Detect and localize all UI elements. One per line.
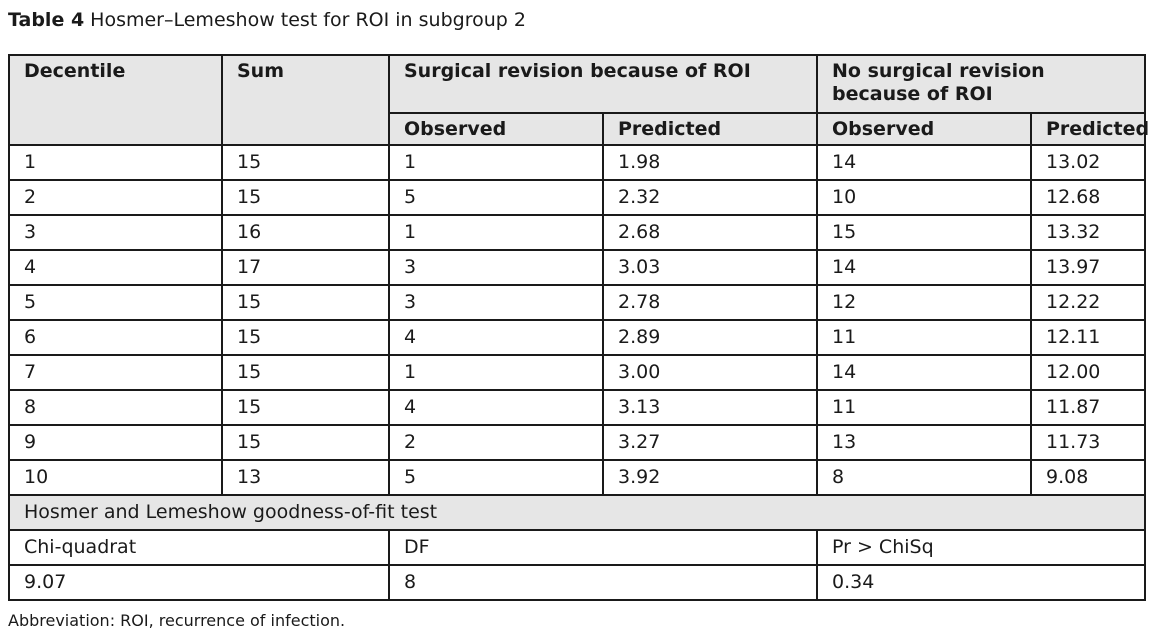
- table-row: 3 16 1 2.68 15 13.32: [8, 214, 1146, 251]
- cell-predicted-nonsurgical: 13.02: [1030, 144, 1146, 181]
- table-row: 8 15 4 3.13 11 11.87: [8, 389, 1146, 426]
- cell-sum: 15: [221, 179, 390, 216]
- header-row-1: Decentile Sum Surgical revision because …: [8, 54, 1146, 146]
- cell-decentile: 1: [8, 144, 223, 181]
- cell-observed-nonsurgical: 12: [816, 284, 1032, 321]
- gof-value-chi-quadrat: 9.07: [8, 564, 390, 601]
- cell-sum: 15: [221, 144, 390, 181]
- cell-predicted-nonsurgical: 12.00: [1030, 354, 1146, 391]
- cell-observed-nonsurgical: 13: [816, 424, 1032, 461]
- cell-predicted-surgical: 3.13: [602, 389, 818, 426]
- table-row: 6 15 4 2.89 11 12.11: [8, 319, 1146, 356]
- cell-observed-surgical: 3: [388, 249, 604, 286]
- gof-label-row: Chi-quadrat DF Pr > ChiSq: [8, 529, 1146, 566]
- cell-predicted-nonsurgical: 13.32: [1030, 214, 1146, 251]
- header-decentile: Decentile: [8, 54, 223, 146]
- cell-sum: 15: [221, 354, 390, 391]
- cell-observed-nonsurgical: 11: [816, 389, 1032, 426]
- cell-observed-nonsurgical: 14: [816, 249, 1032, 286]
- cell-observed-surgical: 5: [388, 179, 604, 216]
- cell-observed-nonsurgical: 8: [816, 459, 1032, 496]
- cell-predicted-surgical: 3.03: [602, 249, 818, 286]
- cell-predicted-surgical: 2.89: [602, 319, 818, 356]
- cell-predicted-nonsurgical: 12.22: [1030, 284, 1146, 321]
- gof-label-pr-chisq: Pr > ChiSq: [816, 529, 1146, 566]
- cell-predicted-surgical: 1.98: [602, 144, 818, 181]
- table-row: 7 15 1 3.00 14 12.00: [8, 354, 1146, 391]
- cell-sum: 15: [221, 389, 390, 426]
- table-row: 1 15 1 1.98 14 13.02: [8, 144, 1146, 181]
- cell-predicted-nonsurgical: 11.87: [1030, 389, 1146, 426]
- cell-predicted-surgical: 3.92: [602, 459, 818, 496]
- cell-observed-nonsurgical: 11: [816, 319, 1032, 356]
- table-row: 4 17 3 3.03 14 13.97: [8, 249, 1146, 286]
- table-row: 9 15 2 3.27 13 11.73: [8, 424, 1146, 461]
- header-observed-nonsurgical: Observed: [816, 112, 1032, 146]
- cell-predicted-surgical: 3.27: [602, 424, 818, 461]
- gof-title-row: Hosmer and Lemeshow goodness-of-fit test: [8, 494, 1146, 531]
- cell-predicted-nonsurgical: 9.08: [1030, 459, 1146, 496]
- table-row: 2 15 5 2.32 10 12.68: [8, 179, 1146, 216]
- cell-decentile: 10: [8, 459, 223, 496]
- cell-predicted-surgical: 2.78: [602, 284, 818, 321]
- cell-decentile: 5: [8, 284, 223, 321]
- cell-sum: 15: [221, 284, 390, 321]
- cell-observed-surgical: 5: [388, 459, 604, 496]
- cell-observed-surgical: 4: [388, 319, 604, 356]
- table-row: 5 15 3 2.78 12 12.22: [8, 284, 1146, 321]
- cell-decentile: 2: [8, 179, 223, 216]
- cell-sum: 16: [221, 214, 390, 251]
- cell-observed-surgical: 1: [388, 354, 604, 391]
- cell-predicted-surgical: 2.68: [602, 214, 818, 251]
- cell-observed-nonsurgical: 14: [816, 354, 1032, 391]
- table-row: 10 13 5 3.92 8 9.08: [8, 459, 1146, 496]
- cell-decentile: 9: [8, 424, 223, 461]
- table-title: Hosmer–Lemeshow test for ROI in subgroup…: [90, 9, 526, 31]
- cell-sum: 15: [221, 319, 390, 356]
- gof-label-chi-quadrat: Chi-quadrat: [8, 529, 390, 566]
- cell-decentile: 3: [8, 214, 223, 251]
- cell-observed-surgical: 1: [388, 214, 604, 251]
- gof-title: Hosmer and Lemeshow goodness-of-fit test: [8, 494, 1146, 531]
- cell-predicted-surgical: 3.00: [602, 354, 818, 391]
- table-caption: Table 4 Hosmer–Lemeshow test for ROI in s…: [8, 9, 526, 31]
- gof-value-row: 9.07 8 0.34: [8, 564, 1146, 601]
- cell-observed-nonsurgical: 15: [816, 214, 1032, 251]
- header-surgical-revision: Surgical revision because of ROI: [388, 54, 818, 114]
- cell-decentile: 4: [8, 249, 223, 286]
- cell-predicted-nonsurgical: 11.73: [1030, 424, 1146, 461]
- header-predicted-nonsurgical: Predicted: [1030, 112, 1149, 146]
- cell-observed-surgical: 2: [388, 424, 604, 461]
- footnote: Abbreviation: ROI, recurrence of infecti…: [8, 611, 346, 630]
- cell-sum: 17: [221, 249, 390, 286]
- header-row-2: Observed Predicted Observed Predicted: [9, 112, 1149, 146]
- cell-sum: 13: [221, 459, 390, 496]
- cell-decentile: 7: [8, 354, 223, 391]
- header-predicted-surgical: Predicted: [602, 112, 818, 146]
- cell-observed-surgical: 3: [388, 284, 604, 321]
- table-number: Table 4: [8, 9, 85, 31]
- table-body: 1 15 1 1.98 14 13.02 2 15 5 2.32 10 12.68 3 16 1 2.68 15…: [8, 144, 1146, 496]
- cell-decentile: 8: [8, 389, 223, 426]
- cell-decentile: 6: [8, 319, 223, 356]
- cell-observed-nonsurgical: 14: [816, 144, 1032, 181]
- cell-predicted-nonsurgical: 12.11: [1030, 319, 1146, 356]
- cell-predicted-nonsurgical: 12.68: [1030, 179, 1146, 216]
- header-observed-surgical: Observed: [388, 112, 604, 146]
- header-no-surgical-revision: No surgical revision because of ROI: [816, 54, 1146, 114]
- cell-observed-surgical: 4: [388, 389, 604, 426]
- cell-predicted-surgical: 2.32: [602, 179, 818, 216]
- gof-label-df: DF: [388, 529, 818, 566]
- gof-value-pr-chisq: 0.34: [816, 564, 1146, 601]
- header-sum: Sum: [221, 54, 390, 146]
- cell-observed-nonsurgical: 10: [816, 179, 1032, 216]
- hosmer-lemeshow-table: Decentile Sum Surgical revision because …: [8, 54, 1149, 601]
- cell-sum: 15: [221, 424, 390, 461]
- cell-predicted-nonsurgical: 13.97: [1030, 249, 1146, 286]
- cell-observed-surgical: 1: [388, 144, 604, 181]
- gof-value-df: 8: [388, 564, 818, 601]
